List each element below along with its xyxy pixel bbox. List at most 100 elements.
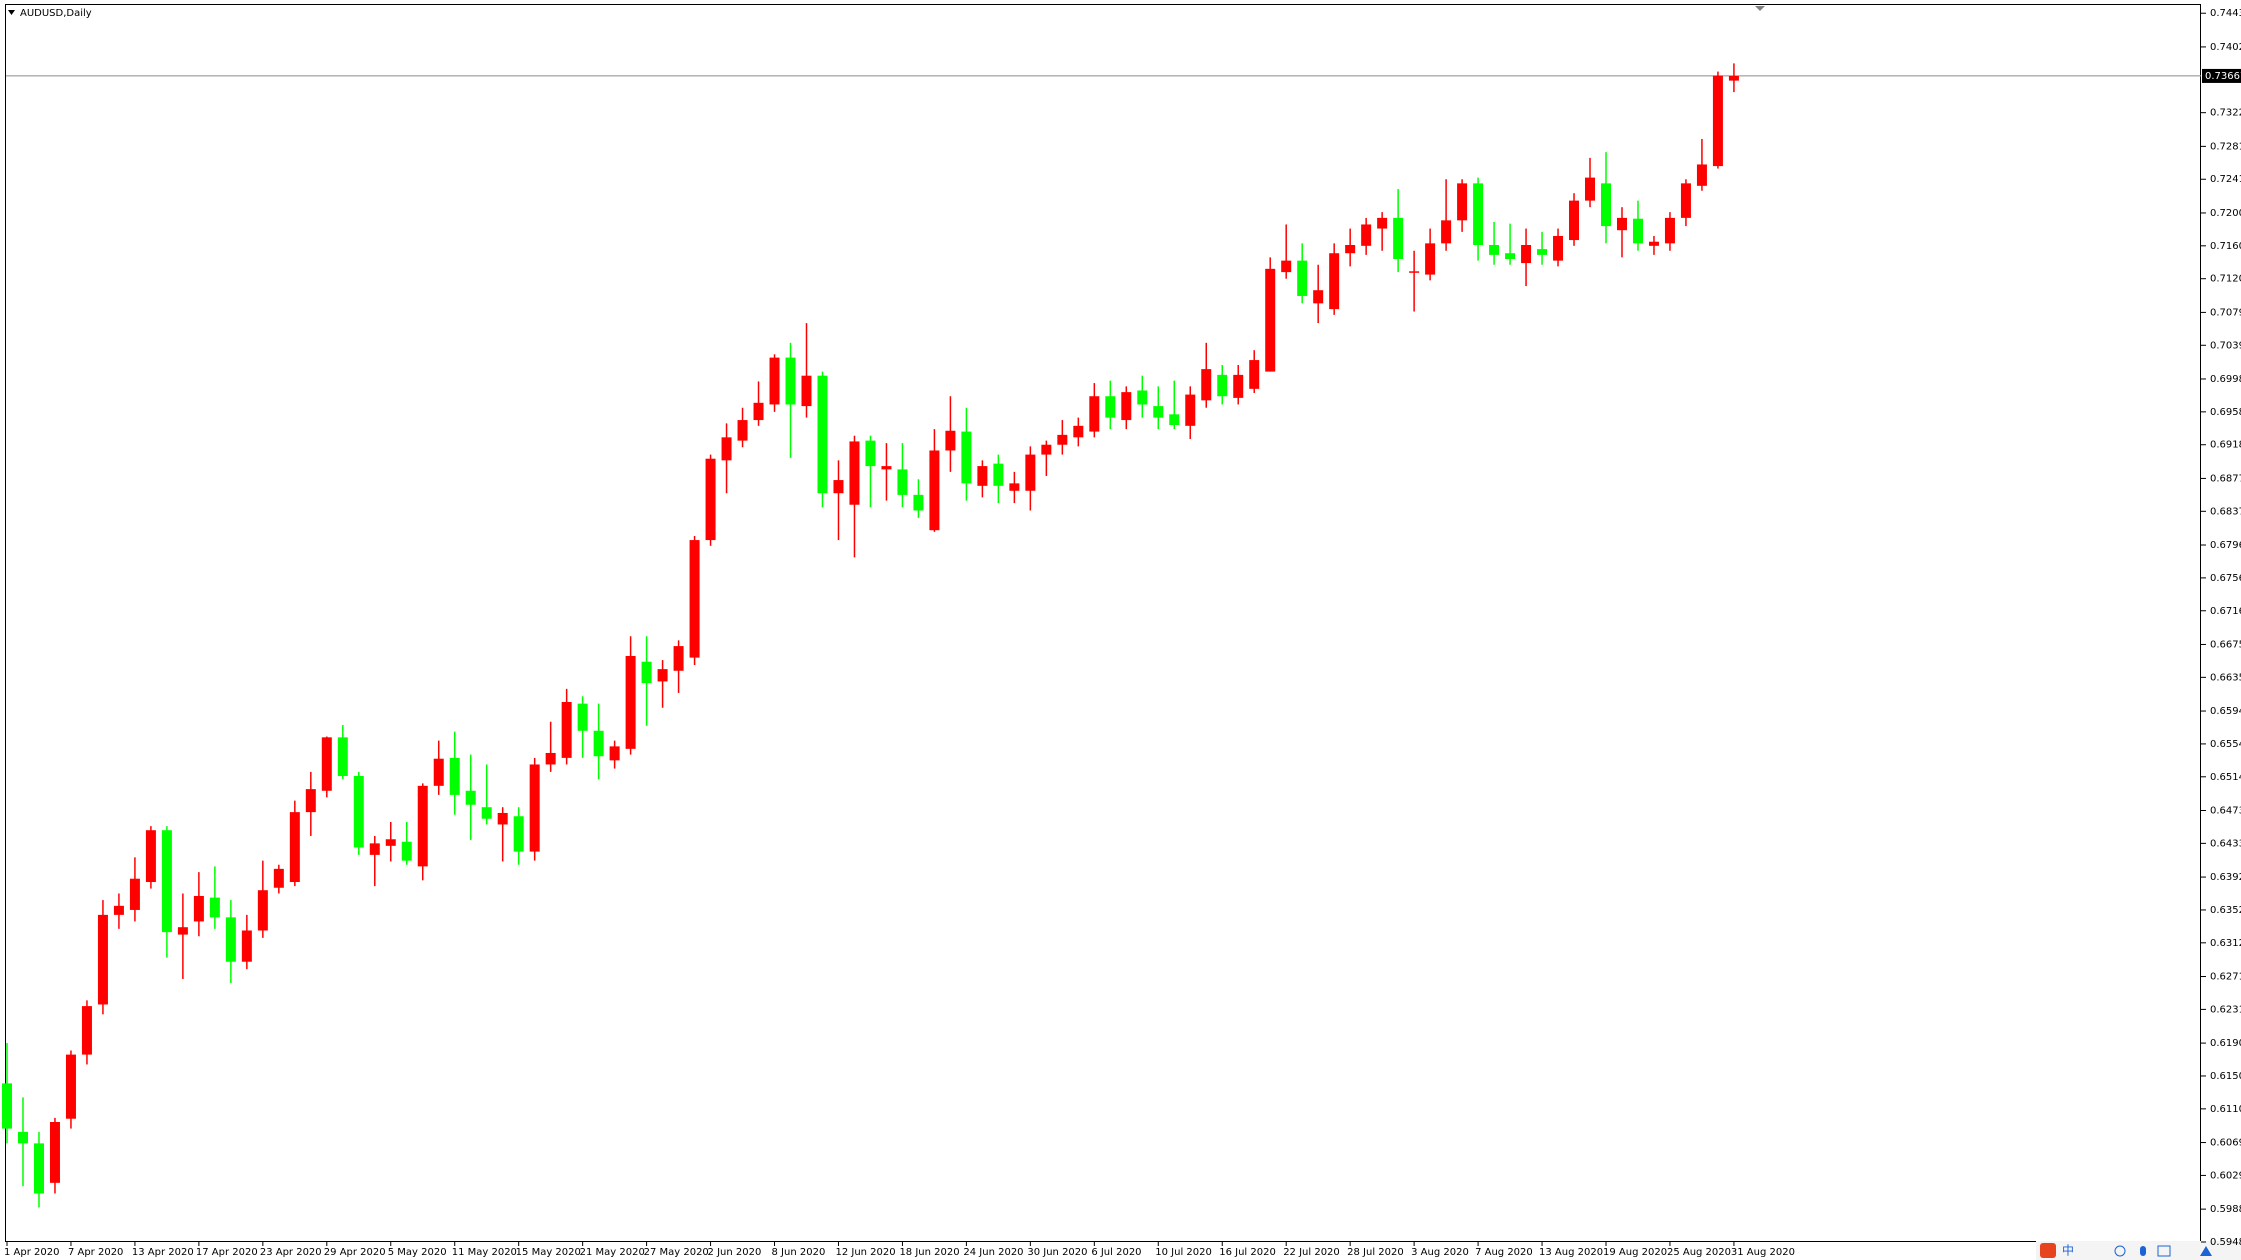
x-tick-label: 18 Jun 2020 [899,1247,959,1258]
candle-body [1281,260,1292,273]
candle-body [337,737,348,776]
candle-body [1121,392,1132,421]
x-tick-label: 25 Aug 2020 [1667,1247,1731,1258]
candle-body [465,790,476,805]
ime-icon[interactable] [2157,1245,2171,1257]
x-tick-label: 11 May 2020 [452,1247,517,1258]
x-tick-label: 30 Jun 2020 [1027,1247,1087,1258]
x-tick-label: 27 May 2020 [644,1247,709,1258]
candle-body [1473,183,1484,246]
candle-body [81,1006,92,1055]
y-tick-label: 0.72810 [2210,141,2241,152]
x-tick-label: 22 Jul 2020 [1283,1247,1340,1258]
candle-body [929,450,940,531]
y-tick-label: 0.70790 [2210,307,2241,318]
y-tick-label: 0.71200 [2210,274,2241,285]
candle-body [913,494,924,511]
y-tick-label: 0.69180 [2210,440,2241,451]
x-tick-label: 13 Apr 2020 [132,1247,194,1258]
y-tick-label: 0.65140 [2210,772,2241,783]
ime-logo[interactable] [2040,1243,2056,1258]
candle-body [129,878,140,910]
candle-body [65,1054,76,1119]
candle-body [737,420,748,441]
y-tick-label: 0.73220 [2210,108,2241,119]
candle-body [49,1121,60,1183]
x-tick-label: 21 May 2020 [580,1247,645,1258]
candle-body [1073,425,1084,438]
candle-body [721,437,732,461]
x-tick-label: 5 May 2020 [388,1247,447,1258]
y-tick-label: 0.72000 [2210,208,2241,219]
plot-frame [5,4,2201,1242]
candle-body [657,669,668,682]
candle-body [161,830,172,933]
x-tick-label: 10 Jul 2020 [1155,1247,1212,1258]
candle-body [1265,268,1276,372]
x-tick-label: 16 Jul 2020 [1219,1247,1276,1258]
candle-body [1553,235,1564,261]
y-tick-label: 0.61900 [2210,1038,2241,1049]
candle-body [641,661,652,684]
y-tick-label: 0.59480 [2210,1237,2241,1248]
ime-icon[interactable] [2200,1246,2212,1256]
candle-body [1057,434,1068,445]
candle-body [1313,290,1324,304]
x-tick-label: 2 Jun 2020 [708,1247,762,1258]
candle-body [417,785,428,867]
candle-body [385,839,396,846]
candle-body [1297,260,1308,296]
candle-body [1089,396,1100,432]
y-tick-label: 0.62710 [2210,972,2241,983]
chart-menu-arrow[interactable] [8,10,15,15]
x-tick-label: 19 Aug 2020 [1603,1247,1667,1258]
x-tick-label: 29 Apr 2020 [324,1247,386,1258]
candle-body [1664,217,1675,244]
last-price-label: 0.73667 [2205,71,2241,82]
candle-body [1537,249,1548,255]
candle-body [801,375,812,407]
candle-body [145,830,156,882]
candle-body [1233,374,1244,398]
candle-body [1377,217,1388,229]
candle-body [673,646,684,671]
candle-body [353,775,364,848]
y-tick-label: 0.61100 [2210,1104,2241,1115]
ime-mode[interactable]: 中 [2062,1243,2074,1258]
last-price-box [2202,68,2241,83]
candle-body [593,730,604,757]
candle-body [1457,183,1468,221]
ime-icon[interactable] [2114,1245,2126,1257]
candle-body [1425,243,1436,275]
candle-body [1249,360,1260,389]
ime-icon[interactable] [2140,1246,2146,1256]
candle-body [209,897,220,918]
candle-body [961,431,972,484]
candle-body [193,895,204,922]
x-tick-label: 24 Jun 2020 [963,1247,1023,1258]
candle-body [305,789,316,813]
candle-body [1153,406,1164,418]
candle-body [1680,183,1691,218]
candle-body [977,466,988,486]
candle-body [705,458,716,541]
x-tick-label: 17 Apr 2020 [196,1247,258,1258]
candle-body [401,841,412,861]
ime-background [2036,1241,2241,1260]
candle-body [321,737,332,791]
candle-body [433,758,444,786]
candle-body [1585,177,1596,201]
candle-body [625,655,636,749]
candle-body [1041,444,1052,455]
candle-body [1712,75,1723,167]
chart-title: AUDUSD,Daily [20,8,92,19]
x-tick-label: 6 Jul 2020 [1091,1247,1141,1258]
y-tick-label: 0.65940 [2210,706,2241,717]
candle-body [849,441,860,505]
candle-body [993,463,1004,486]
candle-body [1696,164,1707,186]
y-tick-label: 0.64730 [2210,805,2241,816]
